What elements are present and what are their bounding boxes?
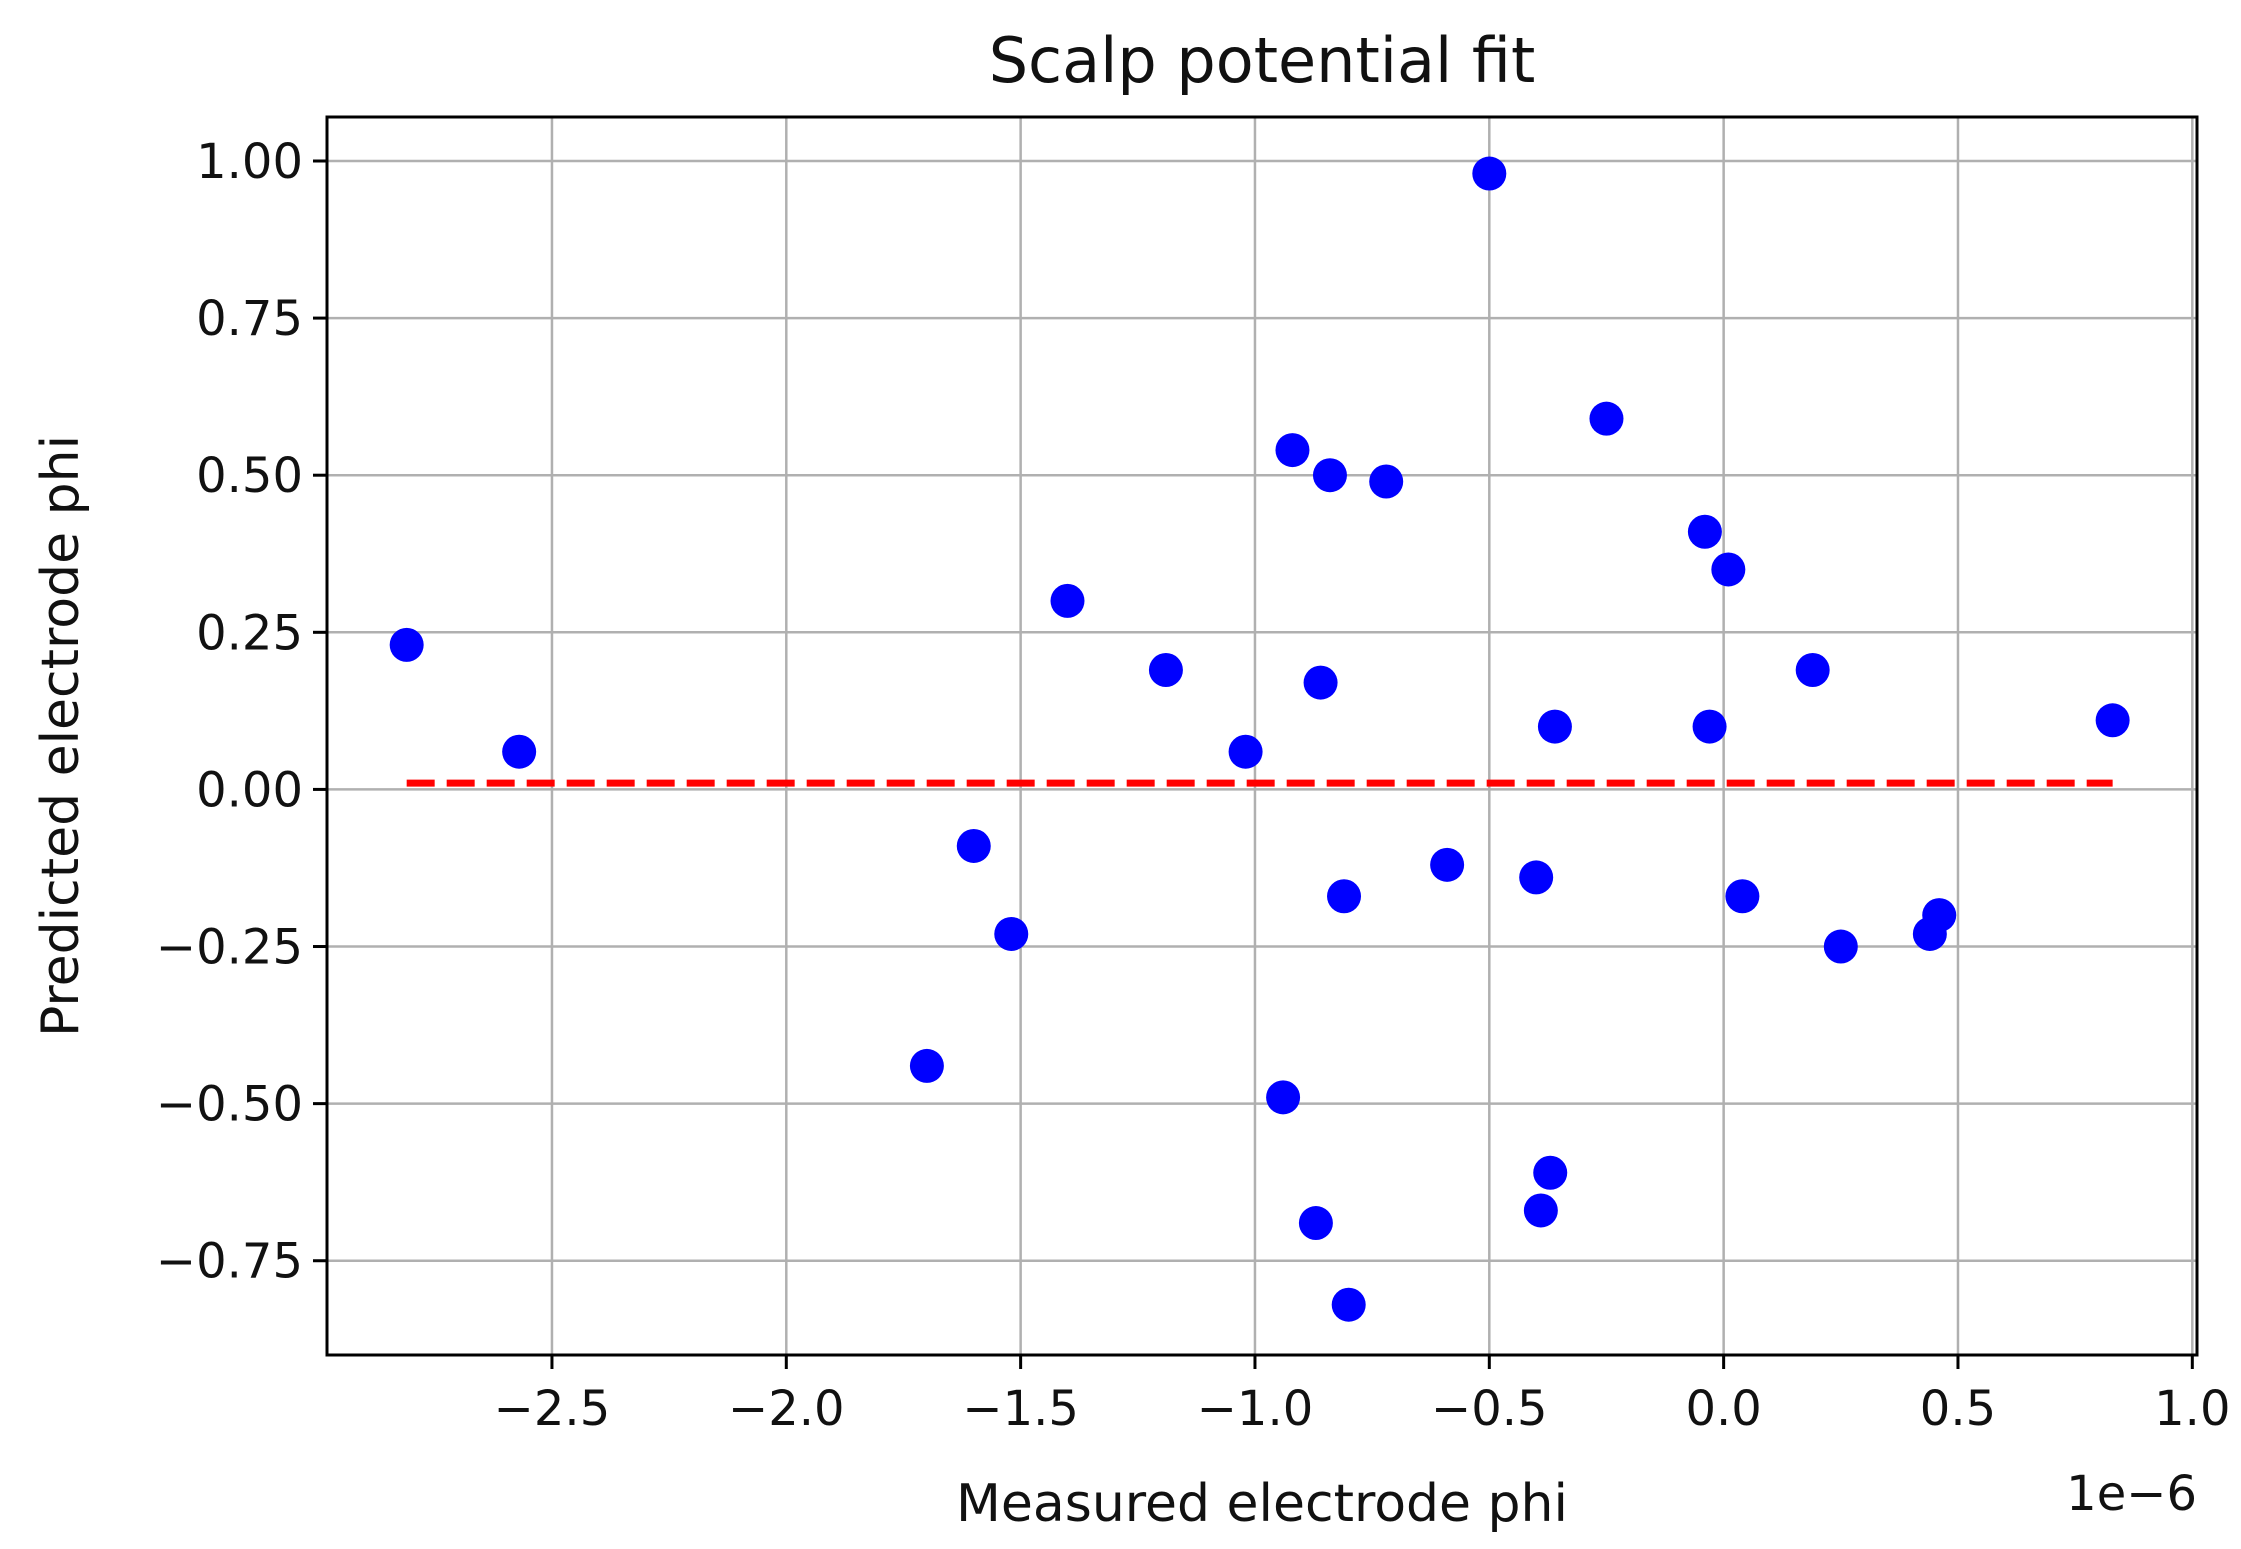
y-axis-label: Predicted electrode phi [31,435,91,1037]
y-tick-label: −0.75 [156,1234,303,1290]
data-point [1430,847,1465,882]
y-tick-label: 0.00 [196,762,303,818]
data-point [909,1048,944,1083]
y-axis-ticks: 1.00 0.75 0.50 0.25 0.00 −0.25 −0.50 −0.75 [156,134,327,1290]
y-tick-label: 0.25 [196,605,303,661]
data-point [994,916,1029,951]
x-tick-label: −0.5 [1431,1381,1548,1437]
data-point [1327,879,1362,914]
data-point [1228,734,1263,769]
data-point [1050,583,1085,618]
data-point [2095,703,2130,738]
y-tick-label: −0.50 [156,1077,303,1133]
data-point [1472,156,1507,191]
data-point [1687,514,1722,549]
data-point [1312,458,1347,493]
data-point [1692,709,1727,744]
x-tick-label: 1.0 [2154,1381,2230,1437]
data-point [502,734,537,769]
x-tick-label: −2.5 [494,1381,611,1437]
data-point [1795,653,1830,688]
data-point [389,627,424,662]
data-point [1725,879,1760,914]
x-tick-label: 0.5 [1920,1381,1996,1437]
data-point [1523,1193,1558,1228]
data-point [1922,898,1957,933]
y-tick-label: 1.00 [196,134,303,190]
x-axis-label: Measured electrode phi [956,1474,1568,1534]
data-point [1148,653,1183,688]
y-tick-label: −0.25 [156,920,303,976]
y-tick-label: 0.75 [196,291,303,347]
data-point [1275,433,1310,468]
data-point [1589,401,1624,436]
data-point [1303,665,1338,700]
x-tick-label: −1.5 [962,1381,1079,1437]
data-point [1266,1080,1301,1115]
data-point [1537,709,1572,744]
data-points [389,156,2130,1322]
data-point [1369,464,1404,499]
grid-lines [327,117,2197,1355]
x-axis-ticks: −2.5 −2.0 −1.5 −1.0 −0.5 0.0 0.5 1.0 [494,1355,2230,1437]
x-axis-offset-label: 1e−6 [2066,1466,2197,1522]
y-tick-label: 0.50 [196,448,303,504]
plot-frame [325,115,2199,1357]
data-point [1711,552,1746,587]
data-point [1823,929,1858,964]
data-point [956,828,991,863]
x-tick-label: −1.0 [1197,1381,1314,1437]
chart-title: Scalp potential fit [989,24,1536,97]
data-point [1533,1155,1568,1190]
data-point [1331,1287,1366,1322]
x-tick-label: −2.0 [728,1381,845,1437]
x-tick-label: 0.0 [1685,1381,1761,1437]
data-point [1298,1206,1333,1241]
data-point [1519,860,1554,895]
